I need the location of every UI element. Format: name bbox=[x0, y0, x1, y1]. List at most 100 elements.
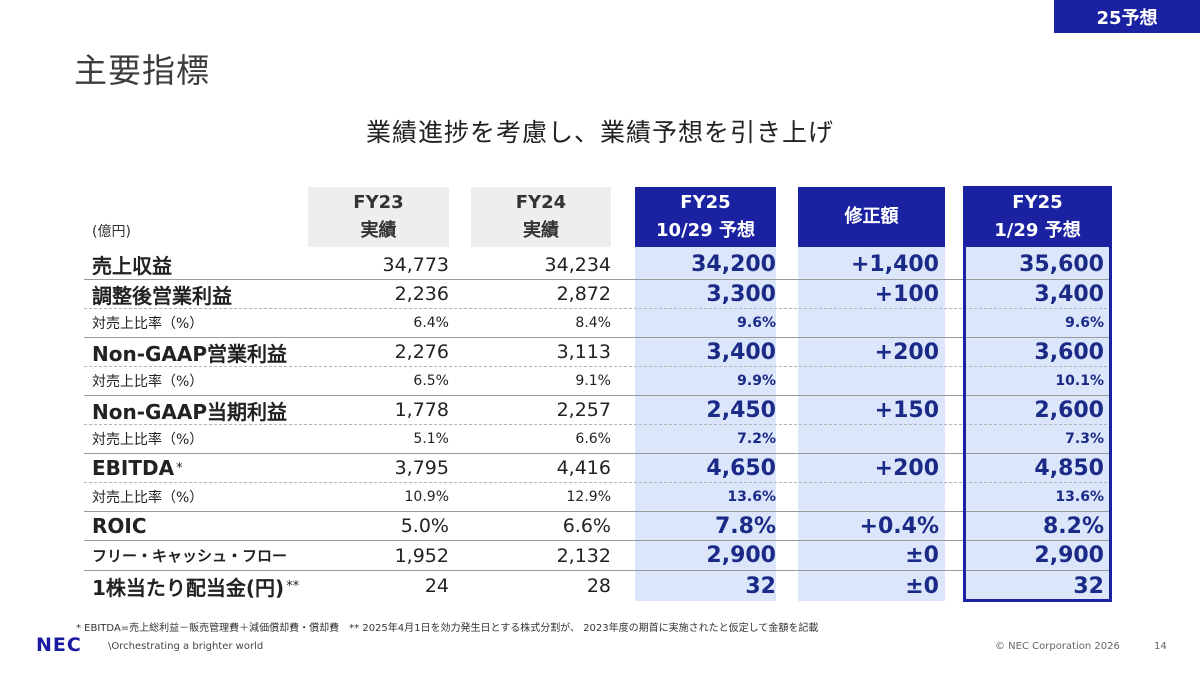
cell-fy25-oct: 2,900 bbox=[706, 543, 776, 568]
table-row-free-cash-flow: フリー・キャッシュ・フロー 1,952 2,132 2,900 ±0 2,900 bbox=[84, 541, 1112, 570]
row-divider bbox=[84, 424, 1112, 425]
cell-fy25-jan: 3,600 bbox=[1034, 339, 1104, 365]
cell-fy25-oct: 7.2% bbox=[737, 431, 776, 447]
cell-fy24: 28 bbox=[586, 575, 611, 597]
cell-fy23: 3,795 bbox=[394, 457, 449, 479]
cell-revision: +1,400 bbox=[850, 252, 939, 277]
forecast-badge: 25予想 bbox=[1054, 0, 1200, 33]
cell-revision: +100 bbox=[874, 281, 939, 307]
unit-label: (億円) bbox=[92, 224, 131, 240]
header-fy23-line1: FY23 bbox=[353, 192, 404, 213]
table-row-ebitda: EBITDA * 3,795 4,416 4,650 +200 4,850 bbox=[84, 454, 1112, 482]
cell-fy25-jan: 32 bbox=[1073, 573, 1104, 599]
cell-fy25-jan: 3,400 bbox=[1034, 281, 1104, 307]
header-fy25-oct-forecast: FY25 10/29 予想 bbox=[635, 187, 776, 247]
cell-fy25-oct: 2,450 bbox=[706, 397, 776, 423]
cell-fy25-oct: 3,300 bbox=[706, 281, 776, 307]
cell-fy24: 34,234 bbox=[544, 253, 611, 276]
cell-fy23: 2,236 bbox=[394, 283, 449, 305]
header-fy25-oct-line2: 10/29 予想 bbox=[656, 220, 755, 241]
cell-revision: +150 bbox=[874, 397, 939, 423]
row-label: Non-GAAP当期利益 bbox=[92, 399, 288, 424]
table-row-ratio: 対売上比率（%） 10.9% 12.9% 13.6% 13.6% bbox=[84, 483, 1112, 511]
cell-fy25-jan: 4,850 bbox=[1034, 455, 1104, 481]
table-row-non-gaap-net-income: Non-GAAP当期利益 1,778 2,257 2,450 +150 2,60… bbox=[84, 396, 1112, 424]
table-row-ratio: 対売上比率（%） 5.1% 6.6% 7.2% 7.3% bbox=[84, 425, 1112, 453]
row-divider bbox=[84, 279, 1112, 280]
cell-fy23: 6.4% bbox=[413, 315, 449, 331]
row-label: 対売上比率（%） bbox=[92, 432, 204, 448]
cell-fy24: 9.1% bbox=[575, 373, 611, 389]
row-label: 1株当たり配当金(円) ** bbox=[92, 571, 299, 601]
row-label-text: 1株当たり配当金(円) bbox=[92, 575, 285, 600]
cell-fy25-jan: 13.6% bbox=[1055, 489, 1104, 505]
cell-revision: +200 bbox=[874, 455, 939, 481]
cell-fy25-oct: 32 bbox=[745, 573, 776, 599]
header-fy25-jan-line1: FY25 bbox=[1012, 192, 1063, 213]
row-label: 売上収益 bbox=[92, 254, 172, 278]
cell-fy25-oct: 34,200 bbox=[691, 252, 776, 277]
header-fy25-oct-line1: FY25 bbox=[680, 192, 731, 213]
table-row-roic: ROIC 5.0% 6.6% 7.8% +0.4% 8.2% bbox=[84, 512, 1112, 540]
cell-fy25-jan: 8.2% bbox=[1042, 513, 1104, 539]
row-label: 調整後営業利益 bbox=[92, 283, 232, 308]
cell-fy23: 24 bbox=[424, 575, 449, 597]
cell-fy24: 2,257 bbox=[556, 399, 611, 421]
row-label: 対売上比率（%） bbox=[92, 316, 204, 332]
header-fy25-jan-line2: 1/29 予想 bbox=[994, 220, 1081, 241]
row-label-text: EBITDA bbox=[92, 456, 175, 480]
header-fy24-line1: FY24 bbox=[515, 192, 567, 213]
cell-fy25-jan: 2,600 bbox=[1034, 397, 1104, 423]
cell-fy23: 5.0% bbox=[400, 515, 449, 537]
table-row-ratio: 対売上比率（%） 6.5% 9.1% 9.9% 10.1% bbox=[84, 367, 1112, 395]
table-row-adjusted-operating-profit: 調整後営業利益 2,236 2,872 3,300 +100 3,400 bbox=[84, 280, 1112, 308]
cell-fy24: 2,132 bbox=[556, 544, 611, 567]
nec-logo: NEC bbox=[36, 634, 82, 656]
cell-fy24: 2,872 bbox=[556, 283, 611, 305]
copyright: © NEC Corporation 2026 bbox=[995, 641, 1120, 652]
page-title: 主要指標 bbox=[74, 51, 210, 90]
cell-fy25-oct: 7.8% bbox=[714, 513, 776, 539]
row-label: 対売上比率（%） bbox=[92, 490, 204, 506]
row-divider bbox=[84, 453, 1112, 454]
row-divider bbox=[84, 366, 1112, 367]
tagline: \Orchestrating a brighter world bbox=[108, 641, 264, 652]
cell-fy25-oct: 9.6% bbox=[737, 315, 776, 331]
cell-revision: +200 bbox=[874, 339, 939, 365]
cell-fy24: 6.6% bbox=[562, 515, 611, 537]
row-divider bbox=[84, 540, 1112, 541]
cell-fy25-oct: 9.9% bbox=[737, 373, 776, 389]
row-divider bbox=[84, 570, 1112, 571]
cell-revision: +0.4% bbox=[859, 513, 939, 539]
header-fy25-jan-forecast: FY25 1/29 予想 bbox=[963, 187, 1112, 247]
cell-fy23: 10.9% bbox=[404, 489, 449, 505]
cell-revision: ±0 bbox=[905, 573, 939, 599]
row-divider bbox=[84, 482, 1112, 483]
header-fy23-line2: 実績 bbox=[360, 220, 397, 241]
cell-fy24: 8.4% bbox=[575, 315, 611, 331]
cell-revision: ±0 bbox=[905, 543, 939, 568]
footnote-marker: ** bbox=[286, 578, 300, 594]
row-divider bbox=[84, 308, 1112, 309]
cell-fy25-oct: 4,650 bbox=[706, 455, 776, 481]
cell-fy23: 1,778 bbox=[394, 399, 449, 421]
header-fy24: FY24 実績 bbox=[471, 187, 611, 247]
cell-fy25-jan: 7.3% bbox=[1065, 431, 1104, 447]
cell-fy25-jan: 10.1% bbox=[1055, 373, 1104, 389]
footnote-marker: * bbox=[176, 460, 183, 476]
row-label: ROIC bbox=[92, 514, 147, 538]
cell-fy25-oct: 13.6% bbox=[727, 489, 776, 505]
table-row-dividend-per-share: 1株当たり配当金(円) ** 24 28 32 ±0 32 bbox=[84, 571, 1112, 601]
cell-fy24: 3,113 bbox=[556, 341, 611, 363]
row-label: EBITDA * bbox=[92, 454, 183, 482]
row-divider bbox=[84, 395, 1112, 396]
row-divider bbox=[84, 337, 1112, 338]
cell-fy25-oct: 3,400 bbox=[706, 339, 776, 365]
cell-fy23: 5.1% bbox=[413, 431, 449, 447]
table-row-revenue: 売上収益 34,773 34,234 34,200 +1,400 35,600 bbox=[84, 250, 1112, 279]
highlighted-column-frame bbox=[963, 186, 1112, 602]
page-subtitle: 業績進捗を考慮し、業績予想を引き上げ bbox=[365, 118, 834, 147]
cell-fy25-jan: 9.6% bbox=[1065, 315, 1104, 331]
cell-fy24: 4,416 bbox=[556, 457, 611, 479]
row-label: 対売上比率（%） bbox=[92, 374, 204, 390]
